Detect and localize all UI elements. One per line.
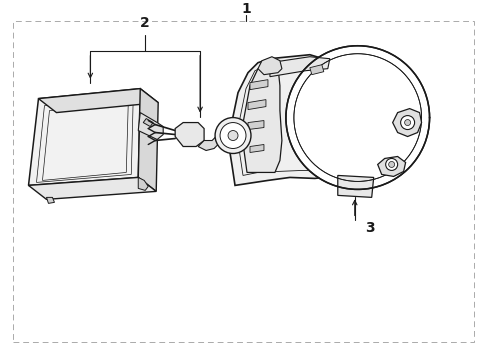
Polygon shape	[228, 55, 408, 185]
Polygon shape	[392, 109, 421, 136]
Polygon shape	[378, 157, 406, 176]
Polygon shape	[250, 80, 268, 90]
Circle shape	[228, 131, 238, 140]
Text: 3: 3	[365, 221, 374, 235]
Circle shape	[401, 116, 415, 130]
Circle shape	[405, 120, 411, 126]
Circle shape	[389, 162, 394, 167]
Polygon shape	[138, 113, 163, 140]
Polygon shape	[242, 65, 282, 172]
Polygon shape	[39, 89, 158, 113]
Text: 2: 2	[140, 16, 150, 30]
Bar	[13, 21, 474, 342]
Polygon shape	[270, 57, 330, 77]
Polygon shape	[310, 65, 324, 75]
Polygon shape	[138, 89, 158, 192]
Polygon shape	[248, 121, 264, 130]
Polygon shape	[258, 57, 282, 75]
Polygon shape	[143, 118, 153, 127]
Circle shape	[286, 46, 430, 189]
Polygon shape	[138, 177, 148, 190]
Circle shape	[220, 122, 246, 148]
Polygon shape	[338, 175, 374, 197]
Polygon shape	[175, 122, 204, 147]
Text: 1: 1	[241, 2, 251, 16]
Polygon shape	[250, 144, 264, 153]
Polygon shape	[248, 100, 266, 109]
Polygon shape	[198, 136, 218, 150]
Polygon shape	[28, 177, 156, 199]
Circle shape	[386, 158, 398, 170]
Polygon shape	[28, 89, 140, 185]
Circle shape	[215, 118, 251, 153]
Polygon shape	[47, 197, 54, 203]
